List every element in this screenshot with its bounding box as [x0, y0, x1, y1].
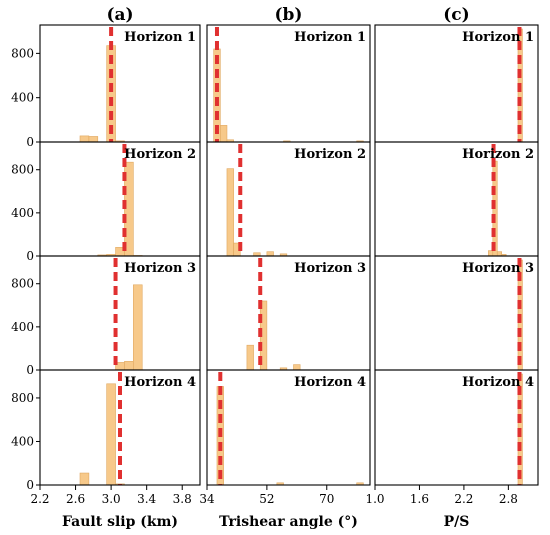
row-label: Horizon 4: [294, 375, 366, 390]
y-tick-label: 400: [11, 320, 34, 334]
histogram-bar: [79, 135, 90, 143]
histogram-bar: [106, 383, 116, 486]
x-tick-label: 1.6: [410, 492, 429, 506]
x-tick-label: 3.8: [173, 492, 192, 506]
y-tick-label: 800: [11, 391, 34, 405]
histogram-bar: [133, 284, 143, 371]
histogram-bar: [79, 472, 90, 486]
histogram-bar: [220, 125, 228, 143]
row-label: Horizon 1: [294, 30, 366, 45]
column-label: (c): [443, 5, 469, 25]
row-label: Horizon 1: [124, 30, 196, 45]
x-tick-label: 1.0: [365, 492, 384, 506]
row-label: Horizon 1: [462, 30, 534, 45]
y-tick-label: 400: [11, 91, 34, 105]
histogram-bar: [293, 364, 301, 371]
histogram-bar: [88, 136, 99, 143]
y-tick-label: 800: [11, 46, 34, 60]
y-tick-label: 0: [26, 249, 34, 263]
y-tick-label: 0: [26, 363, 34, 377]
x-tick-label: 52: [259, 492, 274, 506]
row-label: Horizon 4: [124, 375, 196, 390]
panel-frame: [374, 369, 539, 486]
histogram-bar: [226, 168, 234, 257]
x-tick-label: 2.6: [66, 492, 85, 506]
x-tick-label: 2.8: [499, 492, 518, 506]
panel-frame: [206, 369, 371, 486]
x-axis-label: P/S: [444, 514, 470, 530]
row-label: Horizon 2: [462, 147, 534, 162]
x-tick-label: 3.0: [102, 492, 121, 506]
row-label: Horizon 2: [124, 147, 196, 162]
histogram-bar: [124, 361, 134, 371]
histogram-bar: [246, 344, 254, 371]
x-tick-label: 70: [319, 492, 334, 506]
row-label: Horizon 3: [294, 261, 366, 276]
y-tick-label: 0: [26, 478, 34, 492]
x-tick-label: 2.2: [30, 492, 49, 506]
column-label: (b): [275, 5, 303, 25]
x-axis-label: Trishear angle (°): [219, 514, 358, 530]
y-tick-label: 0: [26, 135, 34, 149]
histogram-bar: [266, 251, 274, 257]
x-tick-label: 3.4: [137, 492, 156, 506]
panel-frame: [39, 369, 201, 486]
y-tick-label: 800: [11, 163, 34, 177]
y-tick-label: 400: [11, 206, 34, 220]
histogram-bar: [488, 250, 494, 257]
column-label: (a): [106, 5, 133, 25]
row-label: Horizon 4: [462, 375, 534, 390]
row-label: Horizon 3: [462, 261, 534, 276]
y-tick-label: 800: [11, 277, 34, 291]
y-tick-label: 400: [11, 434, 34, 448]
x-tick-label: 2.2: [454, 492, 473, 506]
x-tick-label: 34: [199, 492, 215, 506]
row-label: Horizon 2: [294, 147, 366, 162]
histogram-bar: [496, 251, 502, 257]
row-label: Horizon 3: [124, 261, 196, 276]
x-axis-label: Fault slip (km): [62, 514, 178, 530]
